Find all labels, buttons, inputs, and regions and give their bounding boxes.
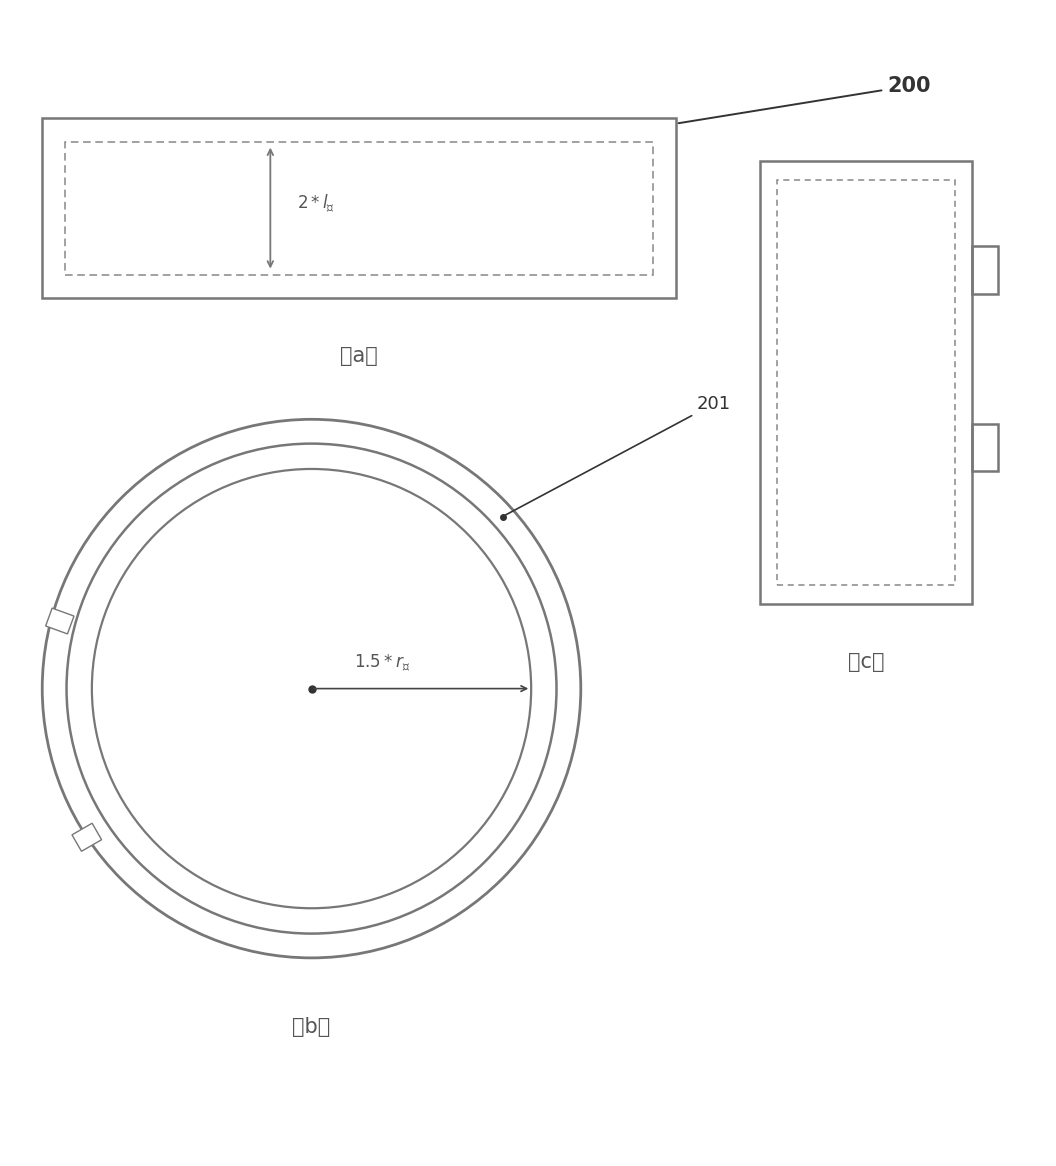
Bar bbox=[42, 119, 676, 297]
Bar bbox=[972, 246, 998, 294]
Text: 201: 201 bbox=[505, 395, 731, 515]
Text: （a）: （a） bbox=[340, 346, 378, 366]
Bar bbox=[65, 141, 653, 275]
Bar bbox=[777, 180, 955, 585]
Text: （b）: （b） bbox=[293, 1017, 331, 1037]
Bar bbox=[760, 161, 972, 604]
Bar bbox=[972, 423, 998, 471]
Text: 200: 200 bbox=[679, 76, 930, 124]
Text: $2*l_{均}$: $2*l_{均}$ bbox=[297, 192, 335, 213]
Text: $1.5*r_{均}$: $1.5*r_{均}$ bbox=[354, 652, 410, 673]
Bar bbox=[45, 609, 74, 634]
Bar bbox=[72, 823, 101, 851]
Text: （c）: （c） bbox=[848, 652, 884, 673]
